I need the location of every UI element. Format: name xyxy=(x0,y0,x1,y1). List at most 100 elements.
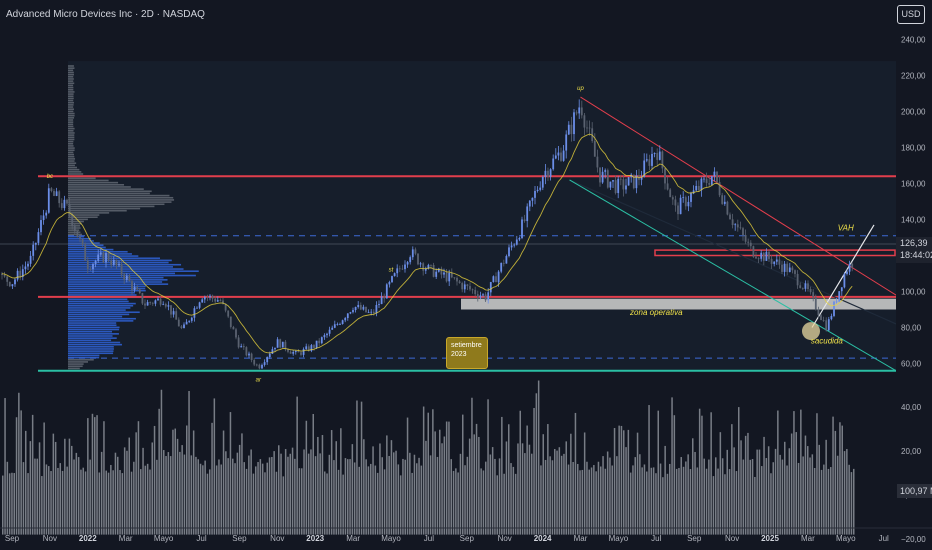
candle-body xyxy=(817,309,820,316)
callout-line-2: 2023 xyxy=(451,351,467,358)
profile-bar xyxy=(68,114,75,117)
volume-bar xyxy=(181,445,183,535)
annotation-bc: bc xyxy=(47,174,53,180)
profile-range-shade xyxy=(68,61,896,371)
volume-bar xyxy=(353,462,356,535)
volume-bar xyxy=(820,469,823,535)
volume-bar xyxy=(305,420,308,535)
volume-bar xyxy=(342,474,344,535)
candle-body xyxy=(320,337,323,344)
candle-series xyxy=(1,99,854,370)
candle-body xyxy=(55,191,58,196)
volume-bar xyxy=(245,468,248,535)
candle-body xyxy=(154,300,157,304)
callout-line-1: setiembre xyxy=(451,342,482,349)
volume-bar xyxy=(241,433,243,535)
candle-body xyxy=(224,303,227,311)
volume-bar xyxy=(487,399,489,535)
profile-bar xyxy=(68,95,74,98)
volume-bar xyxy=(418,457,420,535)
profile-bar xyxy=(68,186,131,188)
time-tick-label: 2022 xyxy=(79,534,97,543)
profile-bar xyxy=(68,216,98,219)
volume-bar xyxy=(282,476,285,535)
volume-bar xyxy=(190,455,193,535)
volume-bar xyxy=(195,456,197,535)
candle-body xyxy=(510,245,513,248)
profile-bar xyxy=(68,112,75,115)
candle-body xyxy=(749,242,752,247)
volume-bar xyxy=(87,418,89,535)
candle-body xyxy=(237,337,240,348)
candle-body xyxy=(851,263,854,268)
candle-body xyxy=(268,353,271,358)
volume-bar xyxy=(754,476,756,535)
volume-bar xyxy=(588,469,590,535)
candle-body xyxy=(456,277,458,282)
candle-body xyxy=(448,272,451,282)
volume-bar xyxy=(475,423,478,535)
candle-body xyxy=(34,242,37,245)
candle-body xyxy=(528,200,531,207)
volume-bar xyxy=(75,452,78,535)
candle-body xyxy=(47,188,50,213)
volume-bar xyxy=(512,466,515,535)
profile-bar xyxy=(68,279,168,281)
candle-body xyxy=(495,276,497,283)
profile-bar xyxy=(68,300,129,303)
volume-bar xyxy=(186,425,188,535)
candle-body xyxy=(50,188,53,191)
profile-bar xyxy=(68,218,88,221)
volume-tick-label: 20,00 xyxy=(901,447,922,456)
candle-body xyxy=(835,301,838,303)
moving-average xyxy=(1,133,853,354)
volume-bar xyxy=(809,457,811,535)
candle-body xyxy=(177,319,180,327)
volume-bar xyxy=(673,415,676,535)
volume-bar xyxy=(726,449,728,535)
candle-body xyxy=(651,153,653,166)
volume-bar xyxy=(110,464,112,535)
candle-body xyxy=(209,295,211,298)
volume-bar xyxy=(744,435,747,535)
volume-bar xyxy=(749,459,751,535)
volume-bar xyxy=(268,457,271,535)
bar-countdown: 18:44:02 xyxy=(900,250,932,260)
volume-bar xyxy=(710,412,712,535)
volume-bar xyxy=(229,412,232,535)
price-axis: 60,0080,00100,00120,00140,00160,00180,00… xyxy=(896,0,932,550)
volume-bar xyxy=(600,466,602,535)
candle-body xyxy=(112,259,115,265)
volume-bar xyxy=(528,444,531,535)
volume-bar xyxy=(402,458,404,535)
volume-bar xyxy=(289,453,291,535)
candle-body xyxy=(827,319,830,331)
candle-body xyxy=(541,176,544,188)
candle-body xyxy=(157,298,159,301)
time-tick-label: Sep xyxy=(460,534,475,543)
volume-bar xyxy=(618,425,620,535)
volume-bar xyxy=(473,434,475,535)
candle-body xyxy=(752,246,755,257)
volume-bar xyxy=(675,468,678,535)
candle-body xyxy=(500,262,503,272)
candle-body xyxy=(604,170,607,172)
horizontal-levels xyxy=(0,175,896,372)
volume-bar xyxy=(130,471,133,535)
candle-body xyxy=(560,152,562,161)
profile-bar xyxy=(68,138,75,141)
candle-body xyxy=(149,302,152,303)
volume-bar xyxy=(816,413,818,535)
volume-bar xyxy=(804,435,807,535)
candle-body xyxy=(432,265,435,277)
volume-bar xyxy=(795,432,797,535)
volume-bar xyxy=(252,473,255,535)
candle-body xyxy=(6,276,9,282)
volume-bar xyxy=(657,410,659,535)
volume-bar xyxy=(455,468,457,535)
annotation-zona-operativa: zona operativa xyxy=(629,308,683,317)
candle-body xyxy=(619,178,622,180)
currency-button[interactable]: USD xyxy=(897,5,925,24)
volume-bar xyxy=(82,467,84,535)
